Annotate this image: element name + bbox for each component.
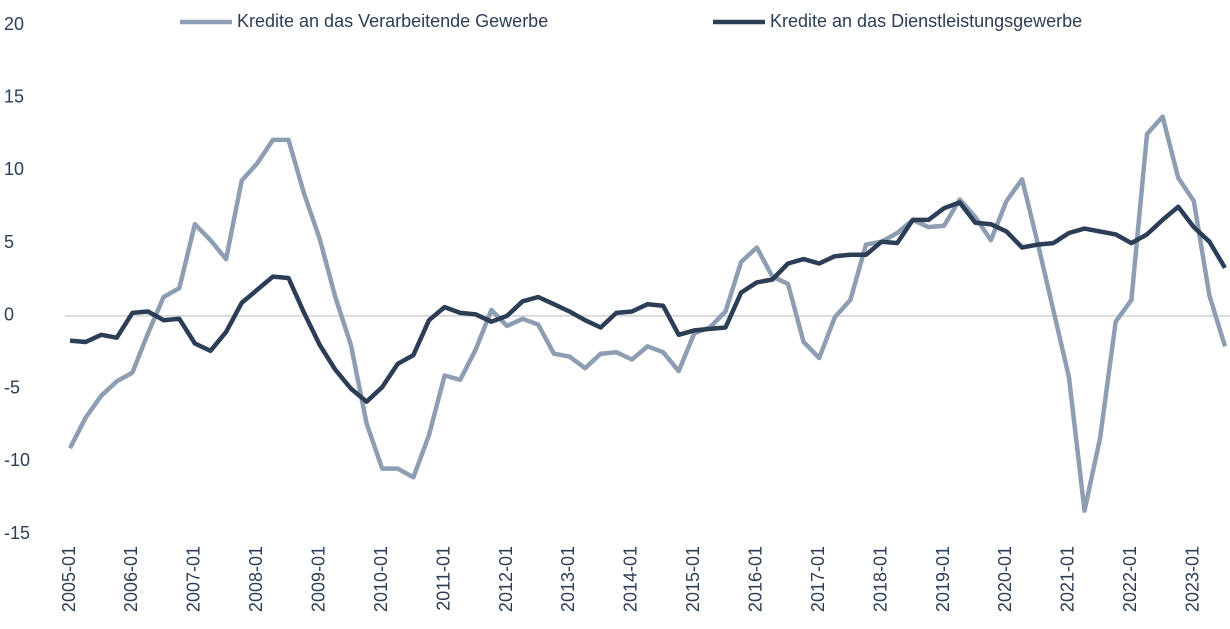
x-tick-label: 2005-01 — [59, 546, 79, 612]
y-tick-label: 0 — [4, 305, 14, 325]
legend-label: Kredite an das Verarbeitende Gewerbe — [237, 11, 548, 31]
x-tick-label: 2011-01 — [433, 546, 453, 611]
x-tick-label: 2015-01 — [683, 546, 703, 612]
x-tick-label: 2010-01 — [371, 546, 391, 612]
x-tick-label: 2016-01 — [746, 546, 766, 612]
y-tick-label: 20 — [4, 14, 24, 34]
series-line — [69, 200, 1227, 404]
x-tick-label: 2020-01 — [995, 546, 1015, 612]
x-tick-label: 2014-01 — [621, 546, 641, 612]
y-tick-label: -10 — [4, 450, 30, 470]
x-tick-label: 2017-01 — [808, 546, 828, 612]
x-tick-label: 2012-01 — [496, 546, 516, 612]
series-line — [67, 114, 1228, 513]
y-tick-label: -5 — [4, 377, 20, 397]
x-tick-label: 2021-01 — [1058, 546, 1078, 612]
y-tick-label: 10 — [4, 159, 24, 179]
x-tick-label: 2013-01 — [558, 546, 578, 612]
legend-label: Kredite an das Dienstleistungsgewerbe — [770, 11, 1082, 31]
y-tick-label: 5 — [4, 232, 14, 252]
x-tick-label: 2007-01 — [184, 546, 204, 612]
y-tick-label: -15 — [4, 523, 30, 543]
x-tick-label: 2019-01 — [933, 546, 953, 612]
x-tick-label: 2022-01 — [1120, 546, 1140, 612]
x-tick-label: 2018-01 — [870, 546, 890, 612]
x-tick-label: 2008-01 — [246, 546, 266, 612]
x-tick-label: 2023-01 — [1183, 546, 1203, 612]
x-tick-label: 2009-01 — [308, 546, 328, 612]
x-tick-label: 2006-01 — [121, 546, 141, 612]
y-tick-label: 15 — [4, 86, 24, 106]
